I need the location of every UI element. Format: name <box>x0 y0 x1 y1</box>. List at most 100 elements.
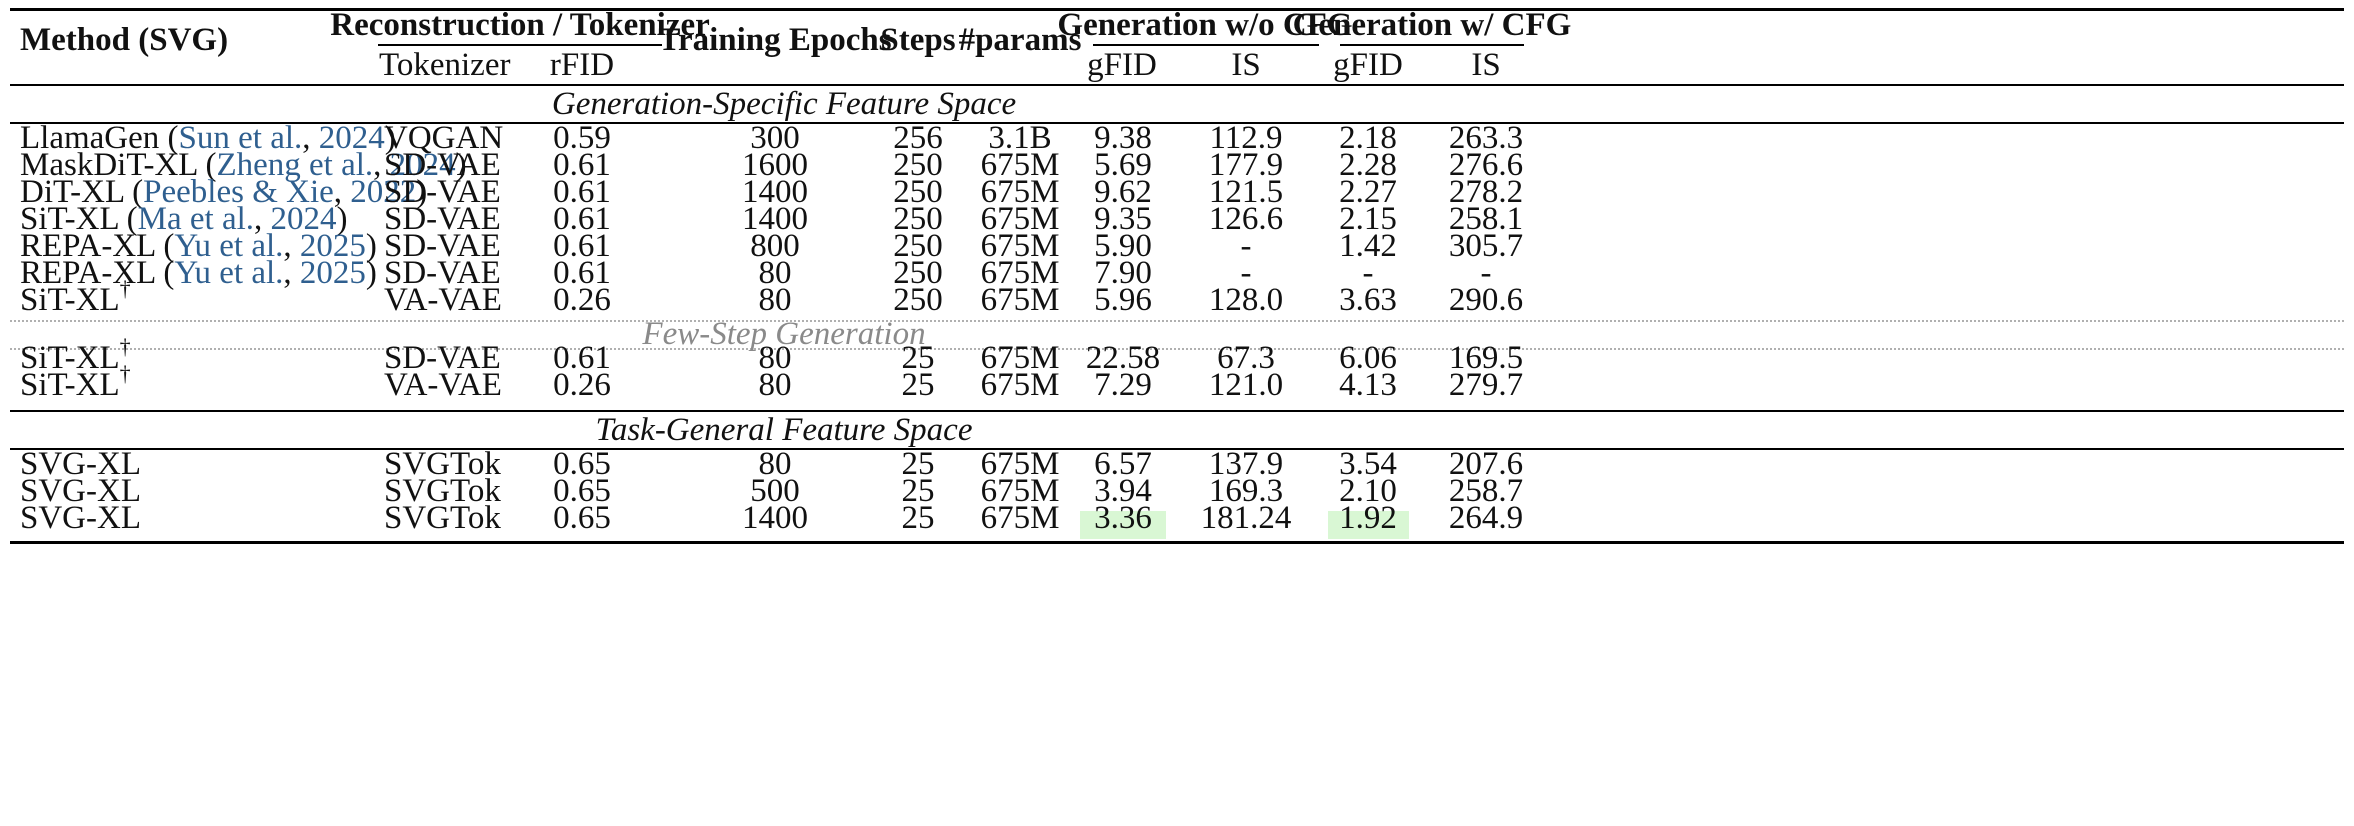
section-title: Few-Step Generation <box>642 316 926 352</box>
citation-author-link[interactable]: Yu et al. <box>174 255 284 291</box>
cell-is-cfg: 276.6 <box>1448 147 1524 183</box>
section-rule-1 <box>10 122 2344 124</box>
cell-rfid: 0.65 <box>553 473 611 509</box>
cell-gfid-cfg: 3.54 <box>1339 446 1397 482</box>
cell-is-cfg: - <box>1480 255 1492 291</box>
header-rfid: rFID <box>549 47 615 83</box>
cell-gfid-nocfg: 5.96 <box>1094 282 1152 318</box>
cell-is-nocfg: 137.9 <box>1208 446 1284 482</box>
cell-rfid: 0.61 <box>553 174 611 210</box>
citation-author-link[interactable]: Zheng et al. <box>216 147 374 183</box>
cell-is-nocfg: - <box>1240 255 1252 291</box>
cell-gfid-cfg: 2.27 <box>1339 174 1397 210</box>
citation-year-link[interactable]: 2024 <box>389 147 456 183</box>
cell-gfid-cfg: 1.92 <box>1339 500 1397 536</box>
cell-tokenizer: SD-VAE <box>384 228 501 264</box>
header-bottom-rule <box>10 84 2344 86</box>
cell-method: DiT-XL (Peebles & Xie, 2022) <box>20 174 428 210</box>
cell-params: 675M <box>980 282 1060 318</box>
cell-params: 675M <box>980 201 1060 237</box>
cell-gfid-nocfg: 5.69 <box>1094 147 1152 183</box>
citation-author-link[interactable]: Sun et al. <box>178 120 303 156</box>
best-gfid-cfg-highlight <box>1328 511 1409 539</box>
cell-method: SVG-XL <box>20 498 141 538</box>
cell-params: 675M <box>980 446 1060 482</box>
cell-method: SiT-XL† <box>20 336 131 378</box>
cell-gfid-nocfg: 3.36 <box>1094 500 1152 536</box>
cell-tokenizer: VA-VAE <box>384 367 502 403</box>
method-name: DiT-XL <box>20 174 124 210</box>
cell-is-cfg: 279.7 <box>1448 367 1524 403</box>
cell-gfid-nocfg: 22.58 <box>1085 340 1161 376</box>
cell-is-nocfg: 121.0 <box>1208 367 1284 403</box>
cell-method: REPA-XL (Yu et al., 2025) <box>20 255 377 291</box>
cell-method: SiT-XL (Ma et al., 2024) <box>20 201 348 237</box>
cell-rfid: 0.61 <box>553 201 611 237</box>
cell-epochs: 1400 <box>742 201 808 237</box>
cell-tokenizer: SVGTok <box>384 446 501 482</box>
cell-epochs: 300 <box>750 120 800 156</box>
cell-is-nocfg: 177.9 <box>1208 147 1284 183</box>
method-name: LlamaGen <box>20 120 160 156</box>
citation-author-link[interactable]: Ma et al. <box>137 201 255 237</box>
cell-method: SVG-XL <box>20 444 141 484</box>
cell-gfid-nocfg: 7.29 <box>1094 367 1152 403</box>
cell-gfid-cfg: 3.63 <box>1339 282 1397 318</box>
citation-author-link[interactable]: Yu et al. <box>174 228 284 264</box>
cell-is-nocfg: 126.6 <box>1208 201 1284 237</box>
cell-steps: 250 <box>893 228 943 264</box>
cell-is-nocfg: 128.0 <box>1208 282 1284 318</box>
section-title: Task-General Feature Space <box>595 412 973 448</box>
cell-gfid-cfg: 4.13 <box>1339 367 1397 403</box>
cell-epochs: 1400 <box>742 500 808 536</box>
dagger-mark: † <box>119 334 131 359</box>
gen-cfg-group-underline <box>1340 44 1524 46</box>
cell-gfid-cfg: 1.42 <box>1339 228 1397 264</box>
cell-steps: 25 <box>901 367 935 403</box>
cell-method: SiT-XL† <box>20 278 131 320</box>
method-name: REPA-XL <box>20 255 156 291</box>
header-gen-cfg-group: Generation w/ CFG <box>1292 7 1572 43</box>
cell-params: 675M <box>980 228 1060 264</box>
cell-epochs: 800 <box>750 228 800 264</box>
citation-year-link[interactable]: 2024 <box>270 201 337 237</box>
header-method: Method (SVG) <box>20 22 229 58</box>
method-name: SiT-XL <box>20 340 120 376</box>
cell-gfid-cfg: 2.28 <box>1339 147 1397 183</box>
header-gen-nocfg-group: Generation w/o CFG <box>1057 7 1353 43</box>
header-is-cfg: IS <box>1471 47 1501 83</box>
method-name: SiT-XL <box>20 282 120 318</box>
citation-year-link[interactable]: 2022 <box>350 174 417 210</box>
cell-is-nocfg: 121.5 <box>1208 174 1284 210</box>
cell-is-cfg: 258.7 <box>1448 473 1524 509</box>
recon-group-underline <box>378 44 662 46</box>
header-gfid-nocfg: gFID <box>1087 47 1157 83</box>
cell-params: 675M <box>980 255 1060 291</box>
cell-params: 675M <box>980 340 1060 376</box>
citation-year-link[interactable]: 2025 <box>299 228 366 264</box>
cell-is-cfg: 258.1 <box>1448 201 1524 237</box>
cell-is-nocfg: 169.3 <box>1208 473 1284 509</box>
cell-rfid: 0.61 <box>553 255 611 291</box>
cell-steps: 25 <box>901 473 935 509</box>
cell-gfid-nocfg: 9.62 <box>1094 174 1152 210</box>
cell-is-nocfg: 181.24 <box>1200 500 1292 536</box>
cell-epochs: 80 <box>758 255 792 291</box>
cell-params: 3.1B <box>988 120 1052 156</box>
best-gfid-nocfg-highlight <box>1080 511 1166 539</box>
method-name: REPA-XL <box>20 228 156 264</box>
cell-epochs: 80 <box>758 340 792 376</box>
citation-author-link[interactable]: Peebles & Xie <box>143 174 334 210</box>
cell-gfid-nocfg: 3.94 <box>1094 473 1152 509</box>
cell-gfid-nocfg: 6.57 <box>1094 446 1152 482</box>
header-tokenizer: Tokenizer <box>379 47 511 83</box>
citation-year-link[interactable]: 2025 <box>299 255 366 291</box>
header-params: #params <box>958 22 1082 58</box>
cell-gfid-cfg: - <box>1362 255 1374 291</box>
few-step-bottom-rule <box>10 348 2344 350</box>
cell-method: SVG-XL <box>20 471 141 511</box>
cell-gfid-nocfg: 9.35 <box>1094 201 1152 237</box>
citation-year-link[interactable]: 2024 <box>318 120 385 156</box>
cell-rfid: 0.61 <box>553 340 611 376</box>
header-recon-group: Reconstruction / Tokenizer <box>330 7 710 43</box>
